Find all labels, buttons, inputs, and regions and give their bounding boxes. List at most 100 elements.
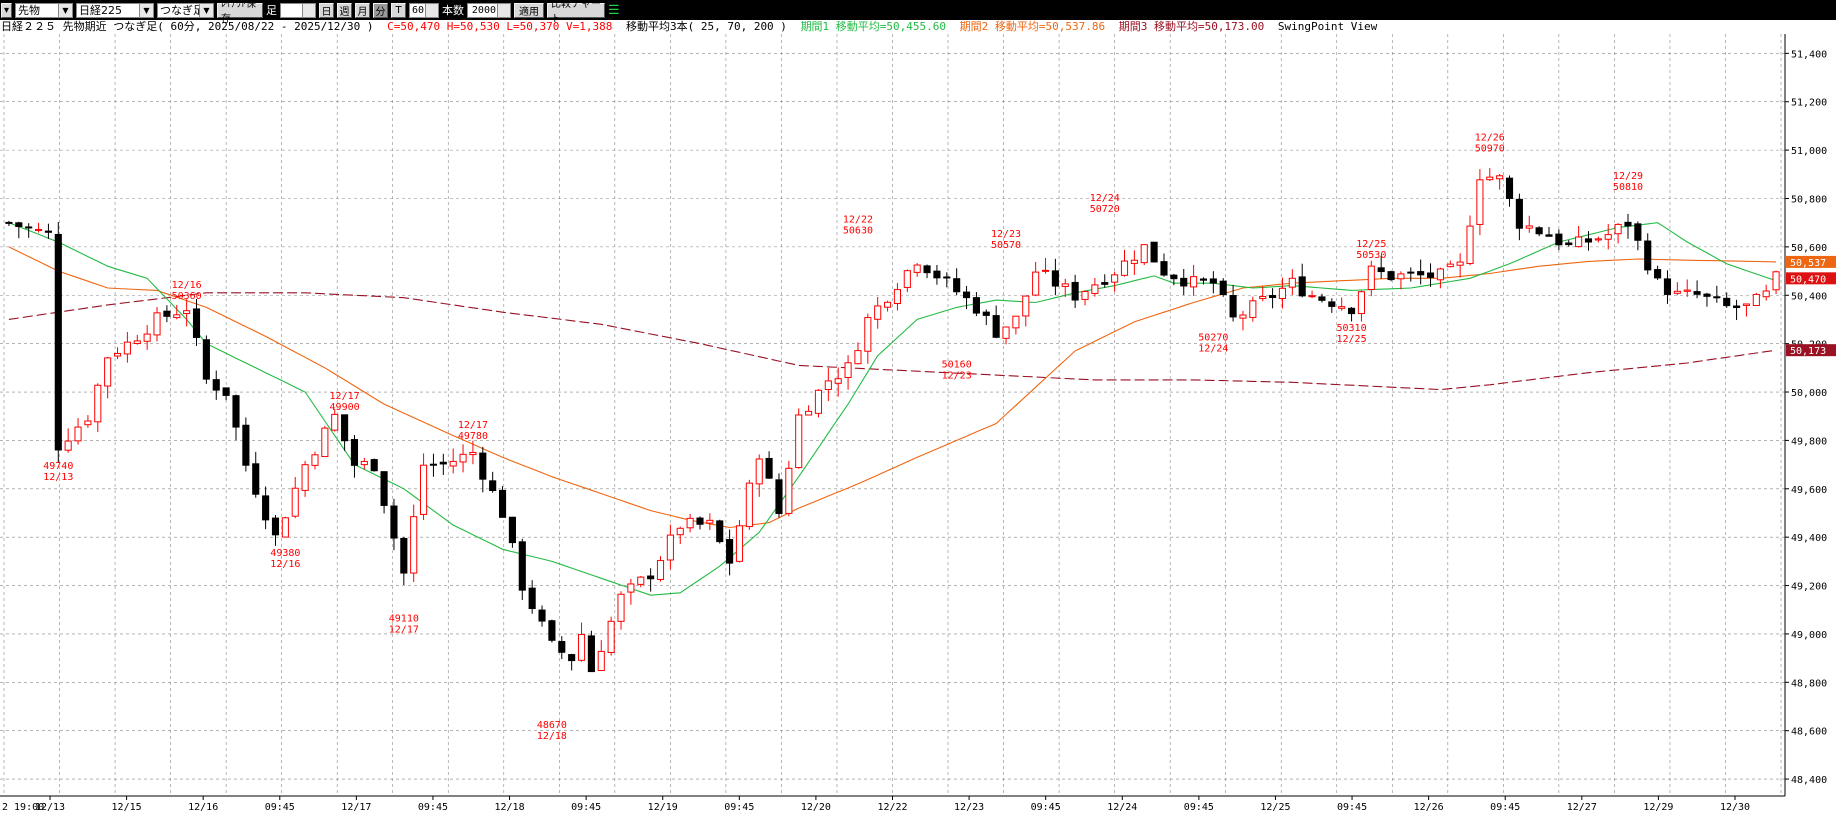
candle-body bbox=[962, 291, 971, 299]
candle bbox=[25, 223, 33, 238]
candle bbox=[1357, 290, 1365, 322]
candle bbox=[133, 334, 141, 345]
candle-body bbox=[1663, 278, 1672, 295]
symbol-select[interactable]: 日経225 ▼ bbox=[76, 2, 154, 18]
candle bbox=[933, 265, 941, 285]
y-tick-label: 48,800 bbox=[1791, 678, 1827, 689]
candle-body bbox=[518, 541, 526, 591]
period-day-button[interactable]: 日 bbox=[319, 2, 334, 18]
swing-price-label: 50530 bbox=[1356, 250, 1386, 261]
candle-body bbox=[54, 233, 62, 451]
candle bbox=[1032, 261, 1040, 297]
swing-price-label: 50810 bbox=[1613, 182, 1643, 193]
candle-body bbox=[370, 459, 378, 472]
instrument-type-select[interactable]: 先物 ▼ bbox=[15, 2, 73, 18]
candle bbox=[1673, 282, 1681, 296]
candle bbox=[1328, 298, 1336, 313]
period-week-button[interactable]: 週 bbox=[337, 2, 352, 18]
candle-body bbox=[943, 276, 951, 279]
candle bbox=[271, 515, 280, 546]
candle bbox=[1713, 285, 1721, 303]
x-tick-label: 12/25 bbox=[1260, 802, 1290, 813]
period-minute-button[interactable]: 分 bbox=[373, 2, 388, 18]
candle-body bbox=[74, 426, 82, 442]
candle bbox=[1466, 215, 1474, 266]
candle-body bbox=[400, 537, 408, 574]
candle-body bbox=[1397, 273, 1405, 280]
period-tick-button[interactable]: T bbox=[391, 2, 406, 18]
candle-body bbox=[844, 362, 852, 378]
candle-body bbox=[439, 461, 447, 465]
save-layout-button[interactable]: ﾚｲｱｳﾄ保存 bbox=[217, 0, 263, 25]
period-month-button[interactable]: 月 bbox=[355, 2, 370, 18]
price-tag-box bbox=[1786, 255, 1836, 268]
candle-body bbox=[1762, 290, 1770, 298]
candle bbox=[113, 347, 122, 360]
candle bbox=[893, 282, 901, 311]
x-tick-label: 09:45 bbox=[1031, 802, 1061, 813]
candle-body bbox=[1338, 306, 1346, 309]
candle bbox=[1742, 303, 1751, 317]
candle bbox=[5, 220, 13, 227]
candle bbox=[1723, 292, 1731, 308]
candle-body bbox=[637, 576, 645, 585]
candle bbox=[331, 409, 339, 432]
candle bbox=[755, 454, 763, 497]
candle bbox=[291, 477, 299, 519]
candle bbox=[94, 383, 102, 433]
candle-body bbox=[1436, 268, 1444, 281]
swing-price-label: 49110 bbox=[389, 613, 419, 624]
candle-body bbox=[311, 454, 319, 466]
candle bbox=[498, 486, 507, 518]
candle-body bbox=[1555, 233, 1563, 246]
candle-body bbox=[1259, 296, 1267, 299]
candle-body bbox=[104, 357, 112, 387]
candle bbox=[1505, 175, 1514, 207]
bar-type-value: つなぎ足 bbox=[160, 4, 204, 17]
compare-chart-button[interactable]: 比較チャート bbox=[547, 0, 605, 25]
chart-lines-icon[interactable]: ☰ bbox=[608, 2, 620, 18]
candle-body bbox=[528, 587, 536, 610]
candle-body bbox=[1614, 223, 1622, 235]
x-tick-label: 12/30 bbox=[1720, 802, 1750, 813]
candle bbox=[962, 285, 971, 310]
instrument-type-value: 先物 bbox=[18, 4, 40, 17]
candle-body bbox=[1575, 236, 1583, 248]
x-tick-label: 09:45 bbox=[1490, 802, 1520, 813]
candle-body bbox=[953, 278, 961, 293]
foot-spinner[interactable] bbox=[280, 2, 316, 18]
y-tick-label: 49,000 bbox=[1791, 630, 1827, 641]
candle bbox=[1446, 260, 1454, 268]
candle-body bbox=[202, 339, 210, 380]
bar-type-select[interactable]: つなぎ足 ▼ bbox=[157, 2, 214, 18]
candle bbox=[666, 524, 674, 570]
candle-body bbox=[1041, 269, 1050, 272]
candle-body bbox=[1051, 270, 1059, 287]
panel-toggle-button[interactable]: ▾ bbox=[1, 2, 12, 18]
candle-body bbox=[933, 270, 941, 279]
candle-body bbox=[617, 593, 625, 622]
swing-price-label: 48670 bbox=[537, 720, 567, 731]
count-input[interactable]: 2000 bbox=[467, 2, 511, 18]
candle-body bbox=[291, 487, 299, 517]
candle-body bbox=[568, 654, 576, 662]
candle bbox=[706, 513, 714, 531]
apply-button[interactable]: 適用 bbox=[514, 2, 544, 18]
candle bbox=[321, 425, 329, 458]
candle-body bbox=[597, 650, 605, 671]
candle bbox=[360, 457, 368, 470]
candle bbox=[696, 516, 704, 530]
candle-body bbox=[1446, 263, 1454, 268]
candle-body bbox=[173, 314, 181, 319]
candle-body bbox=[1417, 271, 1425, 276]
price-chart[interactable]: 4974012/1312/16503604938012/1612/1749900… bbox=[0, 34, 1836, 818]
candle bbox=[1219, 278, 1227, 297]
swing-labels: 4974012/1312/16503604938012/1612/1749900… bbox=[43, 132, 1643, 741]
candle bbox=[1071, 274, 1079, 308]
count-label: 本数 bbox=[442, 4, 464, 17]
ma-settings-label: 移動平均3本( 25, 70, 200 ) bbox=[625, 20, 787, 33]
candle-body bbox=[1288, 277, 1296, 288]
interval-input[interactable]: 60 bbox=[409, 2, 439, 18]
x-tick-label: 12/17 bbox=[341, 802, 371, 813]
foot-label: 足 bbox=[266, 4, 277, 17]
